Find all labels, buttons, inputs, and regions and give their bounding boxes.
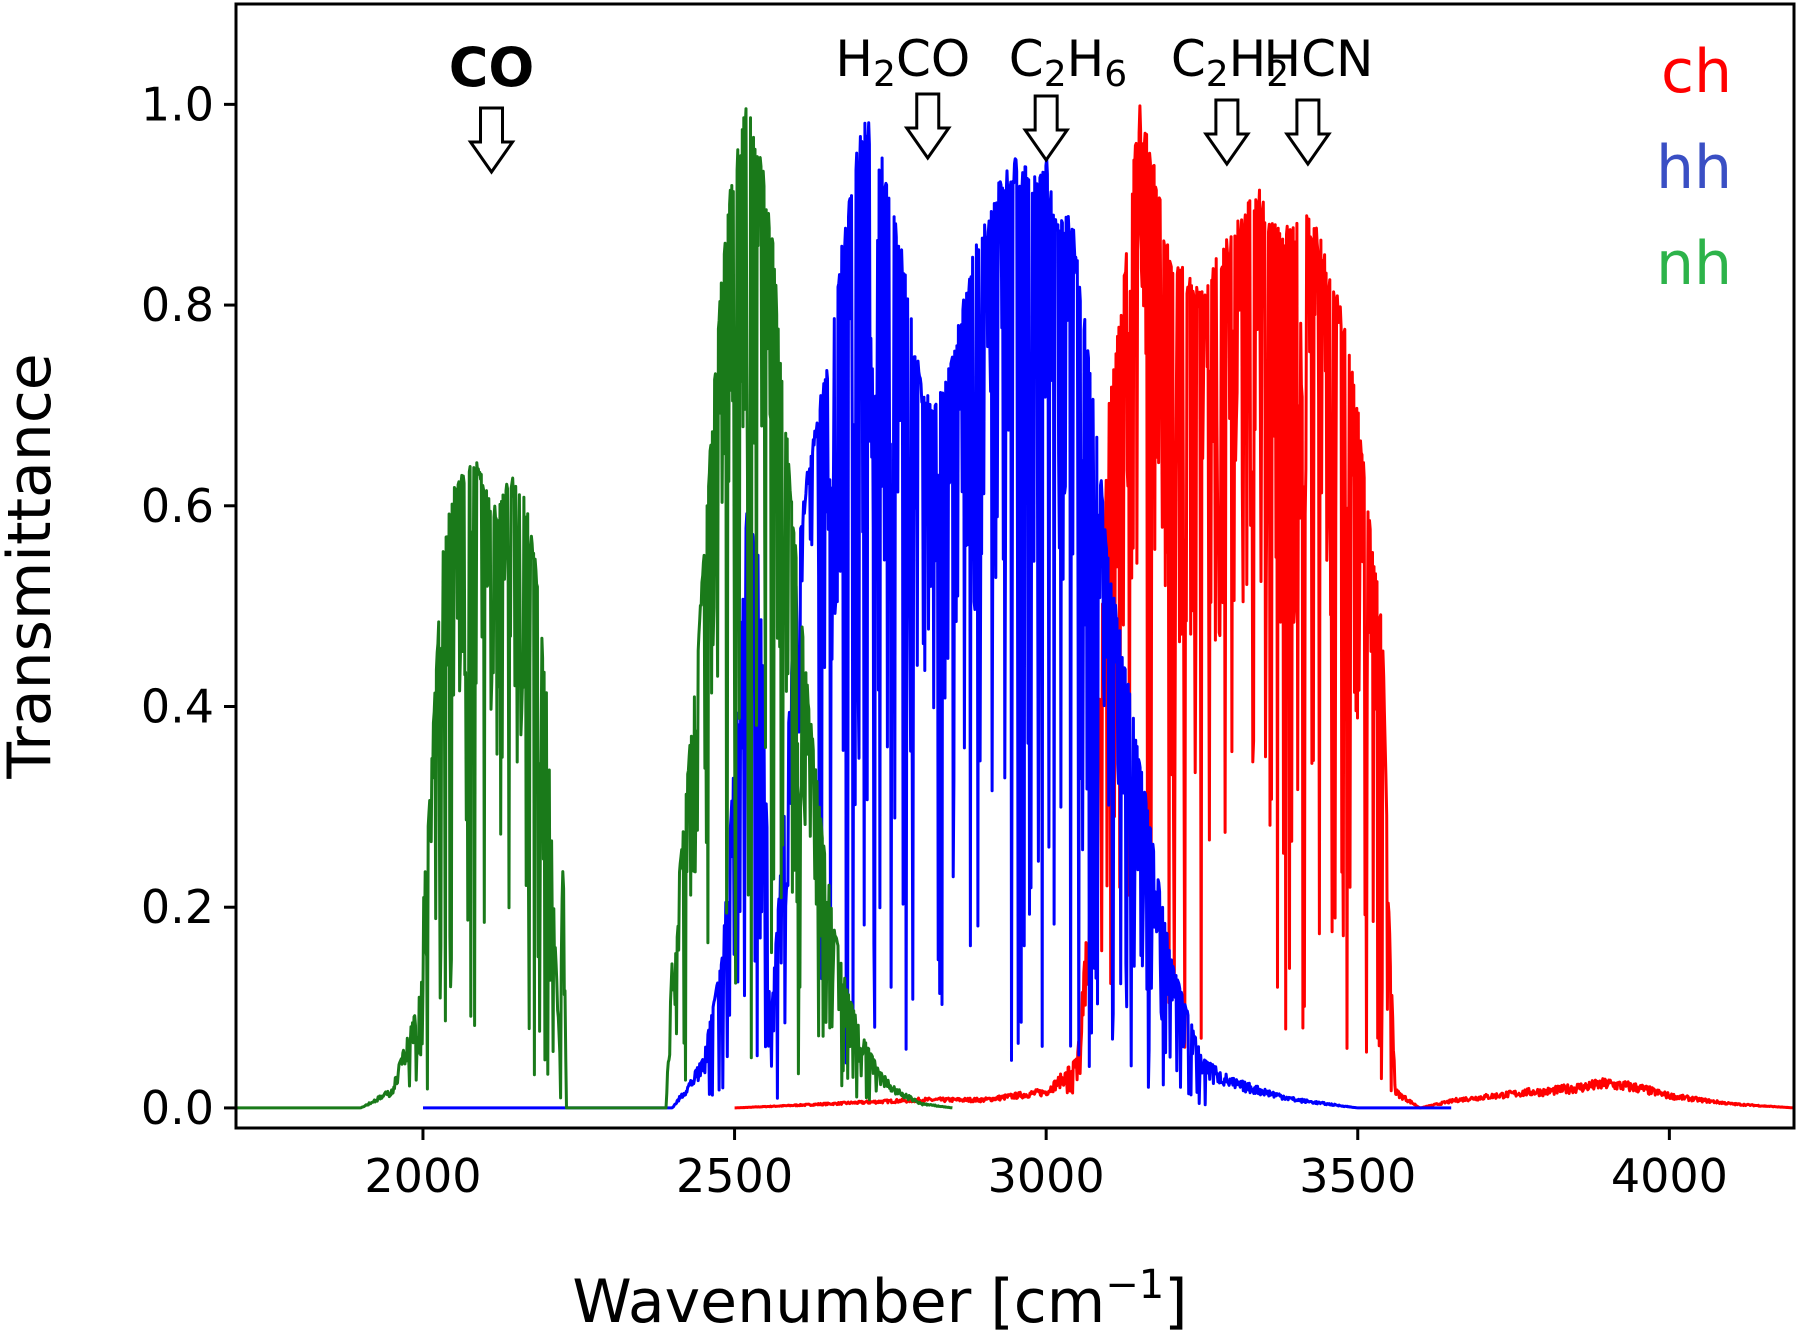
- y-axis: 0.0 0.2 0.4 0.6 0.8 1.0: [141, 77, 236, 1135]
- series-nh-line: [235, 107, 954, 1110]
- x-axis: 2000 2500 3000 3500 4000: [364, 1128, 1728, 1203]
- legend-hh: hh: [1656, 133, 1732, 203]
- annotation-label: C2H2: [1171, 30, 1289, 95]
- down-arrow-icon: [467, 106, 516, 175]
- x-tick-label: 2500: [676, 1149, 793, 1203]
- annotation-label: C2H6: [1009, 30, 1127, 95]
- down-arrow-icon: [903, 92, 952, 161]
- annotation-label: H2CO: [835, 30, 970, 95]
- down-arrow-icon: [1022, 94, 1071, 163]
- series-layer: [235, 104, 1795, 1110]
- y-tick-label: 0.6: [141, 479, 214, 533]
- legend: ch hh nh: [1656, 37, 1732, 299]
- x-axis-title: Wavenumber [cm−1]: [572, 1262, 1187, 1334]
- down-arrow-icon: [1284, 98, 1332, 167]
- down-arrow-icon: [1203, 98, 1251, 167]
- annotation-4: HCN: [1264, 30, 1374, 167]
- annotation-label: CO: [449, 36, 535, 99]
- y-tick-label: 0.2: [141, 880, 214, 934]
- y-tick-label: 0.4: [141, 680, 214, 734]
- x-tick-label: 3000: [988, 1149, 1105, 1203]
- y-tick-label: 1.0: [141, 77, 214, 131]
- legend-ch: ch: [1661, 37, 1732, 107]
- annotation-label: HCN: [1264, 30, 1374, 88]
- y-tick-label: 0.8: [141, 278, 214, 332]
- annotation-2: C2H6: [1009, 30, 1127, 163]
- x-tick-label: 4000: [1611, 1149, 1728, 1203]
- x-tick-label: 2000: [364, 1149, 481, 1203]
- plot-frame: [234, 2, 1796, 1130]
- y-tick-label: 0.0: [141, 1081, 214, 1135]
- annotation-3: C2H2: [1171, 30, 1289, 167]
- annotation-0: CO: [449, 36, 535, 175]
- legend-nh: nh: [1656, 229, 1732, 299]
- x-tick-label: 3500: [1299, 1149, 1416, 1203]
- y-axis-title: Transmittance: [0, 353, 65, 779]
- annotation-1: H2CO: [835, 30, 970, 161]
